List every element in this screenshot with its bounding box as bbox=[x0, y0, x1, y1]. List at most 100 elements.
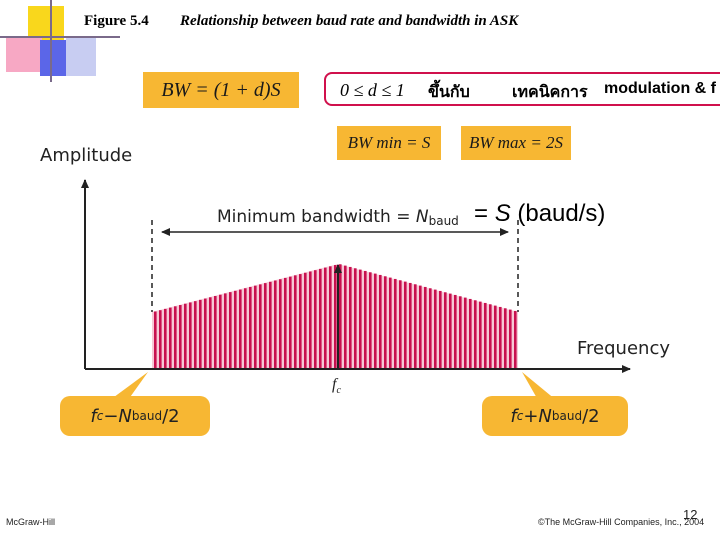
spectrum-stripe bbox=[514, 310, 517, 369]
spectrum-stripe bbox=[409, 282, 412, 369]
spectrum-stripe bbox=[264, 283, 267, 369]
min-bw-text: Minimum bandwidth = bbox=[217, 207, 416, 227]
upper-f: f bbox=[510, 405, 517, 427]
upper-baud: baud bbox=[551, 409, 583, 423]
spectrum-stripe bbox=[224, 293, 227, 369]
spectrum-stripe bbox=[354, 268, 357, 369]
spectrum-stripe bbox=[214, 296, 217, 369]
spectrum-stripe bbox=[419, 285, 422, 369]
fc-sub: c bbox=[336, 385, 341, 397]
spectrum-stripe bbox=[504, 308, 507, 369]
spectrum-stripe bbox=[254, 285, 257, 369]
spectrum-stripe bbox=[494, 305, 497, 369]
spectrum-stripe bbox=[294, 275, 297, 369]
spectrum-stripe bbox=[399, 280, 402, 369]
spectrum-stripe bbox=[189, 302, 192, 369]
spectrum-stripe bbox=[154, 311, 157, 369]
decor-square-blue bbox=[40, 40, 70, 76]
spectrum-stripe bbox=[209, 297, 212, 369]
spectrum-stripe bbox=[459, 296, 462, 369]
footer-copyright: ©The McGraw-Hill Companies, Inc., 2004 bbox=[538, 517, 705, 527]
spectrum-stripe bbox=[309, 271, 312, 369]
bw-max: BW max = 2S bbox=[468, 133, 564, 152]
spectrum-stripe bbox=[369, 272, 372, 369]
spectrum-stripe bbox=[179, 305, 182, 369]
min-bw-symbol: N bbox=[415, 207, 429, 227]
spectrum-stripe bbox=[474, 300, 477, 369]
footer-publisher: McGraw-Hill bbox=[6, 517, 55, 527]
carrier-frequency-label: fc bbox=[332, 376, 341, 396]
upper-c: c bbox=[516, 409, 524, 423]
upper-op: + bbox=[523, 405, 539, 427]
spectrum-stripe bbox=[314, 270, 317, 369]
fc-symbol: f bbox=[332, 376, 337, 393]
bw-max-box: BW max = 2S bbox=[461, 126, 571, 160]
right-edge-pointer bbox=[522, 372, 556, 400]
spectrum-stripes bbox=[154, 264, 517, 369]
spectrum-stripe bbox=[364, 270, 367, 369]
spectrum-stripe bbox=[464, 297, 467, 369]
d-range-box: 0 ≤ d ≤ 1 ขึ้นกับ เทคนิคการ modulation &… bbox=[324, 72, 720, 106]
spectrum-stripe bbox=[299, 274, 302, 369]
d-range: 0 ≤ d ≤ 1 bbox=[340, 80, 405, 100]
spectrum-stripe bbox=[389, 277, 392, 369]
bw-min: BW min = S bbox=[347, 133, 431, 152]
decor-square-lavender bbox=[66, 36, 96, 76]
spectrum-stripe bbox=[424, 286, 427, 369]
spectrum-stripe bbox=[169, 307, 172, 369]
spectrum-stripe bbox=[489, 304, 492, 369]
spectrum-stripe bbox=[269, 281, 272, 369]
spectrum-stripe bbox=[499, 306, 502, 369]
spectrum-stripe bbox=[304, 272, 307, 369]
spectrum-stripe bbox=[164, 308, 167, 369]
spectrum-stripe bbox=[479, 301, 482, 369]
spectrum-stripe bbox=[289, 276, 292, 369]
spectrum-stripe bbox=[249, 286, 252, 369]
spectrum-stripe bbox=[434, 289, 437, 369]
upper-tail: /2 bbox=[582, 405, 600, 427]
page-number: 12 bbox=[683, 507, 698, 522]
min-bandwidth-label: Minimum bandwidth = Nbaud bbox=[213, 207, 463, 228]
spectrum-stripe bbox=[449, 293, 452, 369]
spectrum-stripe bbox=[404, 281, 407, 369]
spectrum-stripe bbox=[239, 289, 242, 369]
spectrum-stripe bbox=[484, 302, 487, 369]
bw-formula: BW = (1 + d)S bbox=[161, 78, 281, 101]
equals-s-var: S bbox=[494, 200, 511, 227]
spectrum-stripe bbox=[244, 288, 247, 369]
equals-s-suffix: (baud/s) bbox=[510, 200, 606, 227]
spectrum-stripe bbox=[329, 266, 332, 369]
modulation-text: modulation & f bbox=[604, 80, 716, 97]
left-edge-pointer bbox=[110, 372, 148, 400]
figure-title: Relationship between baud rate and bandw… bbox=[180, 13, 519, 29]
spectrum-stripe bbox=[509, 309, 512, 369]
lower-tail: /2 bbox=[162, 405, 180, 427]
equals-s-prefix: = bbox=[474, 200, 495, 227]
lower-baud: baud bbox=[131, 409, 163, 423]
spectrum-stripe bbox=[319, 268, 322, 369]
spectrum-stripe bbox=[324, 267, 327, 369]
spectrum-stripe bbox=[429, 288, 432, 369]
spectrum-stripe bbox=[379, 274, 382, 369]
spectrum-stripe bbox=[279, 279, 282, 369]
spectrum-stripe bbox=[184, 303, 187, 369]
spectrum-stripe bbox=[194, 301, 197, 369]
spectrum-stripe bbox=[384, 276, 387, 369]
spectrum-stripe bbox=[274, 280, 277, 369]
upper-n: N bbox=[538, 405, 552, 427]
equals-s-label: = S (baud/s) bbox=[474, 200, 605, 228]
decor-square-pink bbox=[6, 36, 42, 72]
lower-op: − bbox=[103, 405, 119, 427]
frequency-label: Frequency bbox=[577, 338, 670, 359]
thai-word-technique: เทคนิคการ bbox=[512, 82, 588, 101]
lower-f: f bbox=[90, 405, 97, 427]
spectrum-stripe bbox=[174, 306, 177, 369]
spectrum-stripe bbox=[454, 294, 457, 369]
lower-n: N bbox=[118, 405, 132, 427]
bw-formula-box: BW = (1 + d)S bbox=[143, 72, 299, 108]
spectrum-stripe bbox=[199, 299, 202, 369]
spectrum-stripe bbox=[159, 310, 162, 369]
spectrum-stripe bbox=[394, 278, 397, 369]
